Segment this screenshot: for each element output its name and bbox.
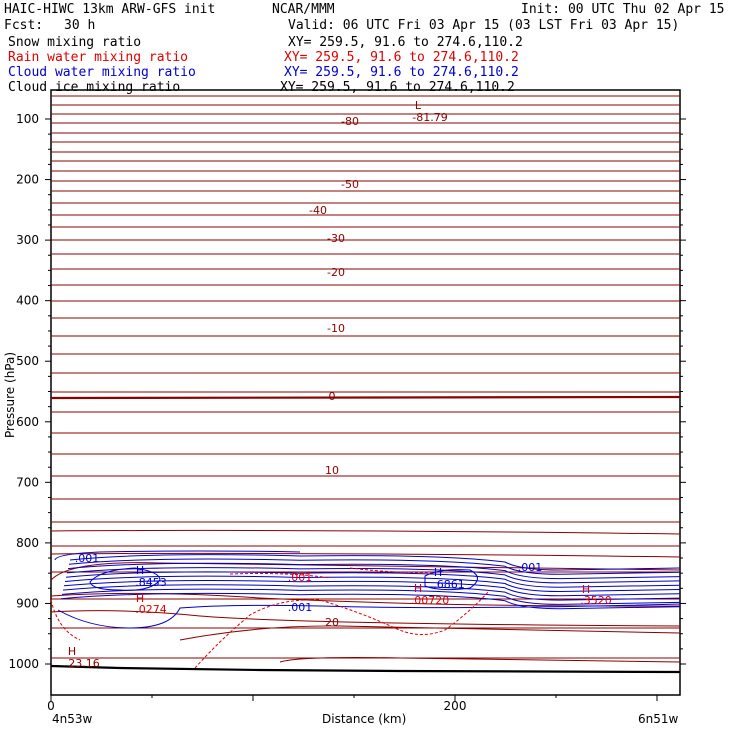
cloud-water-contour	[69, 554, 681, 571]
cloud-water-contour	[64, 575, 681, 593]
cloud-water-contour	[66, 567, 681, 584]
field-cloudice-xy: XY= 259.5, 91.6 to 274.6,110.2	[280, 80, 515, 95]
cloud-water-contour	[89, 567, 161, 591]
extremum-value: .00720	[411, 594, 450, 607]
extremum-value: 23.16	[68, 657, 100, 670]
cloud-water-contour	[65, 571, 681, 588]
y-tick-label: 300	[16, 233, 39, 247]
cloud-water-contour	[60, 592, 681, 610]
rain-water-contour	[194, 589, 491, 669]
rain-water-contour	[50, 599, 81, 641]
x-tick-label: 200	[444, 699, 467, 713]
y-tick-label: 1000	[8, 657, 39, 671]
extremum-h-symbol: H	[136, 592, 144, 605]
isotherm-line	[50, 529, 681, 535]
isotherm-label: -50	[341, 178, 359, 191]
cloud-water-contour	[68, 558, 681, 575]
y-tick-label: 200	[16, 173, 39, 187]
y-tick-label: 900	[16, 596, 39, 610]
org-label: NCAR/MMM	[272, 2, 335, 17]
mixing-ratio-label: .001	[288, 601, 313, 614]
isotherm-line	[179, 625, 681, 641]
extremum-h-symbol: H	[434, 566, 442, 579]
terrain-line	[50, 664, 681, 674]
cloud-water-contour	[62, 584, 681, 601]
rain-water-contour	[349, 567, 441, 573]
cloud-water-contour	[57, 603, 681, 629]
mixing-ratio-label: .001	[518, 561, 543, 574]
model-title: HAIC-HIWC 13km ARW-GFS init	[4, 2, 216, 17]
y-tick-label: 100	[16, 112, 39, 126]
field-snow-xy: XY= 259.5, 91.6 to 274.6,110.2	[288, 35, 523, 50]
y-axis-label: Pressure (hPa)	[3, 351, 17, 439]
y-tick-label: 800	[16, 536, 39, 550]
isotherm-group	[50, 95, 681, 663]
x-endpoint-right: 6n51w	[638, 712, 679, 726]
extremum-value: .0274	[135, 603, 167, 616]
extremum-l-symbol: L	[415, 99, 422, 112]
field-snow-name: Snow mixing ratio	[8, 35, 142, 50]
extremum-value: .6861	[433, 578, 465, 591]
isotherm-zero-line	[50, 395, 681, 400]
fcst-label: Fcst:	[4, 18, 44, 33]
extremum-value: .8453	[135, 576, 167, 589]
field-cloudwater-xy: XY= 259.5, 91.6 to 274.6,110.2	[284, 65, 519, 80]
y-tick-label: 400	[16, 294, 39, 308]
field-rain-xy: XY= 259.5, 91.6 to 274.6,110.2	[284, 50, 519, 65]
init-time: Init: 00 UTC Thu 02 Apr 15	[521, 2, 725, 17]
valid-time: Valid: 06 UTC Fri 03 Apr 15 (03 LST Fri …	[288, 18, 680, 33]
isotherm-label: 20	[325, 616, 339, 629]
extremum-h-symbol: H	[414, 582, 422, 595]
isotherm-line	[50, 562, 681, 581]
x-tick-label: 0	[47, 699, 55, 713]
extremum-value: .3520	[580, 594, 612, 607]
mixing-ratio-label: .001	[75, 552, 100, 565]
extremum-value: -81.79	[412, 111, 447, 124]
y-tick-label: 600	[16, 415, 39, 429]
isotherm-label: 0	[329, 390, 336, 403]
cloud-water-group	[54, 550, 681, 629]
isotherm-line	[279, 657, 681, 663]
isotherm-line	[50, 610, 681, 627]
isotherm-label: -20	[327, 266, 345, 279]
cloud-water-contour	[424, 569, 478, 591]
isotherm-label: 10	[325, 464, 339, 477]
cloud-water-contour	[54, 550, 301, 561]
isotherm-label: -80	[341, 115, 359, 128]
cloud-water-contour	[63, 579, 681, 597]
isotherm-line	[50, 552, 681, 558]
field-rain-name: Rain water mixing ratio	[8, 50, 189, 65]
field-cloudwater-name: Cloud water mixing ratio	[8, 65, 196, 80]
x-axis-label: Distance (km)	[322, 712, 407, 726]
extremum-h-symbol: H	[582, 583, 590, 596]
extremum-h-symbol: H	[68, 645, 76, 658]
cloud-water-contour	[67, 562, 681, 580]
field-cloudice-name: Cloud ice mixing ratio	[8, 80, 181, 95]
rain-water-contour	[229, 573, 331, 579]
x-endpoint-left: 4n53w	[52, 712, 93, 726]
rain-water-group	[50, 567, 491, 669]
extremum-h-symbol: H	[136, 564, 144, 577]
fcst-value: 30 h	[64, 18, 96, 33]
isotherm-label: -30	[327, 232, 345, 245]
mixing-ratio-label: .001	[288, 571, 313, 584]
y-tick-label: 700	[16, 475, 39, 489]
isotherm-label: -10	[327, 322, 345, 335]
isotherm-line	[50, 592, 681, 607]
isotherm-label: -40	[309, 204, 327, 217]
cloud-water-contour	[61, 588, 681, 605]
y-tick-label: 500	[16, 354, 39, 368]
